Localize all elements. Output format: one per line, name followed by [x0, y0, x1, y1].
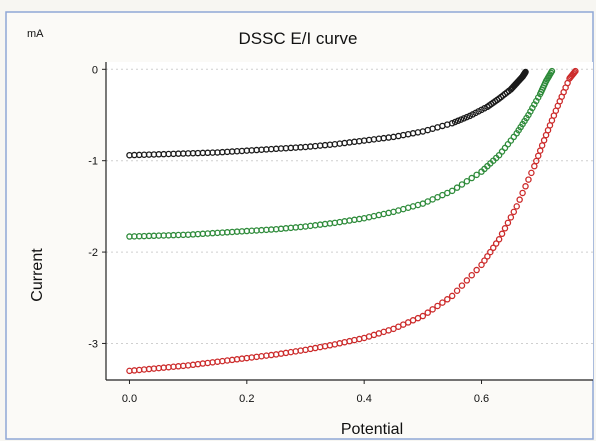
axis-ticks: 0 -1 -2 -3 0.0 0.2 0.4 0.6 — [88, 64, 489, 405]
data-point — [501, 225, 509, 232]
y-axis-label: Current — [29, 248, 46, 302]
plot-area — [106, 62, 593, 380]
grid — [106, 68, 593, 344]
data-point — [495, 236, 503, 243]
data-point — [522, 183, 529, 190]
data-point — [490, 244, 497, 252]
x-tick-label: 0.4 — [357, 393, 372, 405]
data-point — [458, 181, 466, 188]
data-point — [571, 69, 578, 76]
data-point — [453, 184, 461, 191]
data-point — [516, 196, 523, 203]
data-point — [504, 219, 512, 227]
data-point — [424, 309, 431, 316]
data-point — [525, 176, 532, 183]
data-point — [484, 253, 491, 260]
data-point — [473, 266, 480, 274]
data-point — [522, 68, 529, 76]
data-point — [468, 174, 475, 182]
series-1 — [126, 68, 529, 159]
data-point — [429, 306, 436, 313]
data-point — [468, 271, 475, 279]
unit-label: mA — [27, 28, 44, 40]
data-point — [513, 203, 520, 210]
data-point — [519, 189, 526, 197]
data-point — [463, 277, 471, 284]
data-point — [492, 240, 500, 247]
x-axis-label: Potential — [341, 421, 403, 438]
y-tick-label: -3 — [88, 338, 98, 350]
x-tick-label: 0.2 — [239, 393, 254, 405]
series-2 — [126, 67, 556, 240]
data-point — [434, 302, 441, 310]
data-point — [487, 248, 494, 256]
data-point — [507, 214, 515, 221]
data-point — [548, 67, 556, 75]
x-tick-label: 0.6 — [474, 393, 489, 405]
data-point — [473, 171, 480, 179]
data-point — [478, 261, 485, 269]
chart-title: DSSC E/I curve — [238, 29, 357, 48]
data-point — [448, 187, 456, 195]
series-3 — [126, 67, 579, 375]
data-point — [453, 287, 461, 295]
y-tick-label: -1 — [88, 156, 98, 168]
y-tick-label: 0 — [92, 64, 98, 76]
data-series — [126, 67, 579, 375]
data-point — [458, 282, 466, 289]
data-point — [528, 169, 535, 177]
data-point — [510, 208, 518, 216]
data-point — [481, 257, 488, 264]
data-point — [439, 299, 446, 306]
data-point — [498, 230, 506, 238]
data-point — [419, 312, 427, 320]
data-point — [463, 177, 471, 185]
data-point — [444, 296, 451, 303]
data-point — [448, 292, 456, 300]
y-tick-label: -2 — [88, 247, 98, 259]
x-tick-label: 0.0 — [122, 393, 137, 405]
data-point — [572, 67, 579, 75]
